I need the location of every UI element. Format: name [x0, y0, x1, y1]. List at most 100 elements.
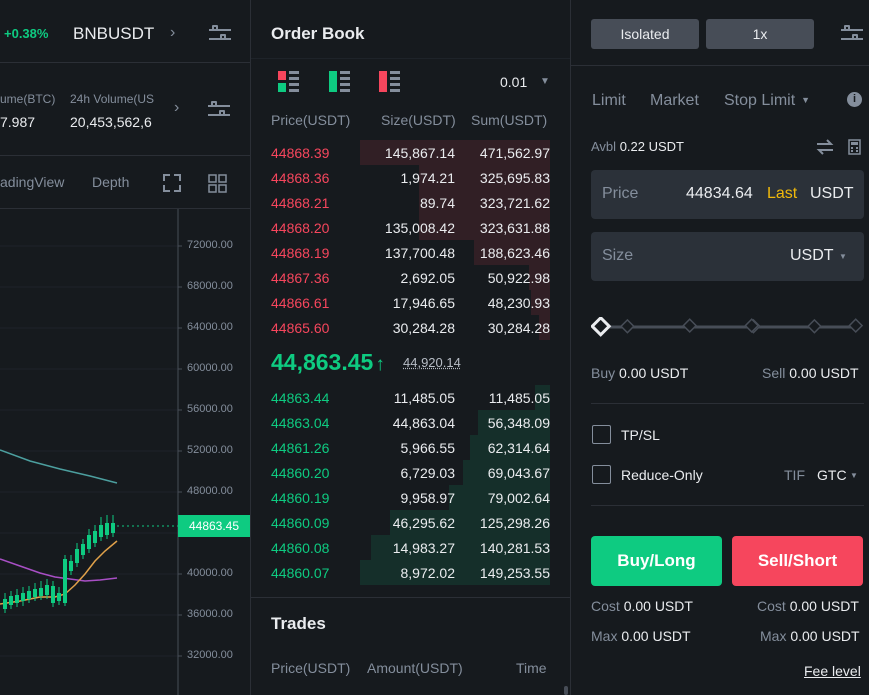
- buy-long-button[interactable]: Buy/Long: [591, 536, 722, 586]
- book-bids-icon[interactable]: [329, 71, 350, 92]
- ask-row[interactable]: 44868.20 135,008.42 323,631.88: [251, 215, 570, 240]
- settings-sliders-icon[interactable]: [208, 101, 230, 119]
- tab-stop-limit[interactable]: Stop Limit ▼: [724, 92, 811, 109]
- calculator-icon[interactable]: [848, 139, 861, 155]
- precision-select[interactable]: 0.01: [500, 74, 528, 90]
- depth-bar: [360, 560, 550, 585]
- tab-limit[interactable]: Limit: [592, 92, 626, 109]
- depth-bar: [463, 460, 550, 485]
- ask-row[interactable]: 44865.60 30,284.28 30,284.28: [251, 315, 570, 340]
- ask-price: 44868.20: [271, 220, 330, 236]
- price-change-percent: +0.38%: [4, 26, 49, 41]
- symbol-selector[interactable]: BNBUSDT: [73, 24, 155, 43]
- bid-row[interactable]: 44860.09 46,295.62 125,298.26: [251, 510, 570, 535]
- transfer-icon[interactable]: [816, 139, 834, 155]
- ask-size: 17,946.65: [392, 295, 455, 311]
- depth-bar: [419, 165, 550, 190]
- volume-usdt-label: 24h Volume(US: [70, 92, 155, 106]
- bid-row[interactable]: 44863.44 11,485.05 11,485.05: [251, 385, 570, 410]
- tab-tradingview[interactable]: adingView: [0, 174, 65, 190]
- chart-tabs: adingView Depth: [0, 156, 250, 208]
- price-input[interactable]: Price 44834.64 Last USDT: [591, 170, 864, 219]
- info-icon[interactable]: i: [847, 92, 862, 107]
- y-axis-tick: 60000.00: [187, 362, 233, 374]
- ask-row[interactable]: 44866.61 17,946.65 48,230.93: [251, 290, 570, 315]
- settings-sliders-icon[interactable]: [841, 25, 863, 43]
- margin-mode-button[interactable]: Isolated: [591, 19, 699, 49]
- ask-sum: 30,284.28: [487, 320, 550, 336]
- depth-bar: [390, 510, 550, 535]
- leverage-button[interactable]: 1x: [706, 19, 814, 49]
- grid-layout-icon[interactable]: [208, 174, 227, 193]
- bid-sum: 62,314.64: [487, 440, 550, 456]
- ask-sum: 323,721.62: [479, 195, 550, 211]
- sell-short-button[interactable]: Sell/Short: [732, 536, 863, 586]
- trades-title: Trades: [271, 614, 326, 633]
- size-input-label: Size: [602, 247, 634, 264]
- fullscreen-icon[interactable]: [162, 173, 182, 193]
- scrollbar[interactable]: [564, 686, 568, 695]
- price-input-value[interactable]: 44834.64: [686, 185, 753, 202]
- reduce-only-checkbox[interactable]: [592, 465, 611, 484]
- trades-header-price: Price(USDT): [271, 660, 351, 676]
- book-both-icon[interactable]: [278, 71, 299, 92]
- caret-down-icon[interactable]: ▼: [850, 471, 858, 480]
- bid-row[interactable]: 44863.04 44,863.04 56,348.09: [251, 410, 570, 435]
- candle-body: [15, 595, 19, 603]
- mark-price[interactable]: 44,920.14: [403, 355, 461, 370]
- reduce-only-label[interactable]: Reduce-Only: [621, 467, 703, 483]
- sell-max: Max 0.00 USDT: [760, 628, 860, 644]
- caret-down-icon[interactable]: ▼: [839, 252, 847, 261]
- ask-row[interactable]: 44867.36 2,692.05 50,922.98: [251, 265, 570, 290]
- ask-row[interactable]: 44868.21 89.74 323,721.62: [251, 190, 570, 215]
- chevron-right-icon[interactable]: ›: [174, 99, 180, 116]
- chevron-down-icon[interactable]: ▼: [540, 76, 550, 87]
- ask-row[interactable]: 44868.39 145,867.14 471,562.97: [251, 140, 570, 165]
- ask-row[interactable]: 44868.19 137,700.48 188,623.46: [251, 240, 570, 265]
- tab-depth[interactable]: Depth: [92, 174, 130, 190]
- bid-row[interactable]: 44861.26 5,966.55 62,314.64: [251, 435, 570, 460]
- bid-size: 8,972.02: [400, 565, 456, 581]
- bid-size: 46,295.62: [392, 515, 455, 531]
- trades-header-amount: Amount(USDT): [367, 660, 463, 676]
- volume-usdt-value: 20,453,562,6: [70, 114, 156, 130]
- bid-row[interactable]: 44860.08 14,983.27 140,281.53: [251, 535, 570, 560]
- buy-cost: Cost 0.00 USDT: [591, 598, 693, 614]
- size-input[interactable]: Size USDT ▼: [591, 232, 864, 281]
- ask-size: 30,284.28: [392, 320, 455, 336]
- candle-body: [93, 531, 97, 543]
- tpsl-label[interactable]: TP/SL: [621, 427, 660, 443]
- ask-sum: 48,230.93: [487, 295, 550, 311]
- last-price-button[interactable]: Last: [767, 185, 798, 202]
- size-slider[interactable]: [591, 317, 864, 337]
- bid-size: 5,966.55: [400, 440, 456, 456]
- candle-body: [69, 561, 73, 571]
- book-asks-icon[interactable]: [379, 71, 400, 92]
- sell-cost: Cost 0.00 USDT: [757, 598, 859, 614]
- available-balance: Avbl 0.22 USDT: [591, 139, 684, 154]
- tpsl-checkbox[interactable]: [592, 425, 611, 444]
- candle-body: [21, 593, 25, 601]
- bid-row[interactable]: 44860.07 8,972.02 149,253.55: [251, 560, 570, 585]
- price-chart[interactable]: 72000.00 68000.00 64000.00 60000.00 56000.00…: [0, 209, 250, 695]
- bid-size: 14,983.27: [392, 540, 455, 556]
- bid-price: 44863.44: [271, 390, 330, 406]
- bid-sum: 149,253.55: [479, 565, 550, 581]
- ask-row[interactable]: 44868.36 1,974.21 325,695.83: [251, 165, 570, 190]
- tab-market[interactable]: Market: [650, 92, 699, 109]
- candle-body: [39, 588, 43, 596]
- y-axis-tick: 52000.00: [187, 444, 233, 456]
- ask-price: 44868.21: [271, 195, 330, 211]
- order-book-panel: Order Book 0.01 ▼ Price(USDT) Size(USDT)…: [251, 0, 570, 695]
- bid-sum: 69,043.67: [487, 465, 550, 481]
- bid-row[interactable]: 44860.19 9,958.97 79,002.64: [251, 485, 570, 510]
- ask-price: 44868.19: [271, 245, 330, 261]
- tif-select[interactable]: GTC: [817, 467, 847, 483]
- settings-sliders-icon[interactable]: [209, 25, 231, 43]
- fee-level-link[interactable]: Fee level: [804, 663, 861, 679]
- chevron-right-icon[interactable]: ›: [170, 24, 176, 41]
- bid-row[interactable]: 44860.20 6,729.03 69,043.67: [251, 460, 570, 485]
- candlestick-plot: [0, 209, 182, 695]
- size-unit-select[interactable]: USDT: [790, 247, 834, 264]
- volume-btc-label: ume(BTC): [0, 92, 56, 106]
